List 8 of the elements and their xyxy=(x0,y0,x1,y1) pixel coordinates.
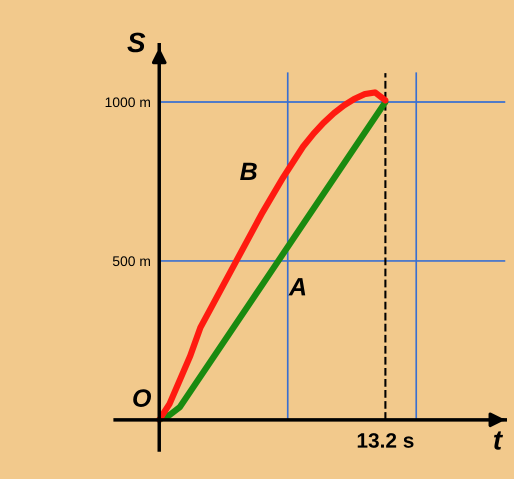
text: O xyxy=(133,389,152,407)
annotation: 13.2 s xyxy=(358,433,414,448)
series-label: A xyxy=(288,278,306,296)
y-tick-label: 1000 m xyxy=(106,97,150,108)
y-axis-title: S xyxy=(127,32,146,52)
y-tick-label: 500 m xyxy=(112,256,150,266)
series-label: B xyxy=(240,162,257,180)
x-axis-title: t xyxy=(494,431,504,450)
